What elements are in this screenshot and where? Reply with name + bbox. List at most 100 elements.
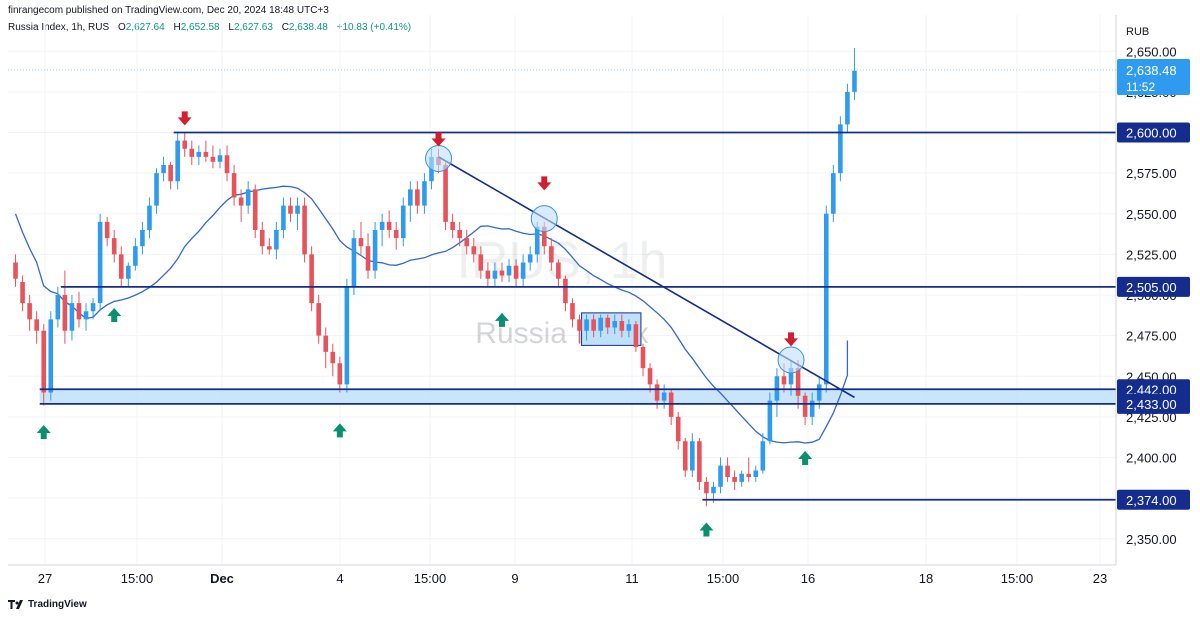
candle: [774, 368, 780, 417]
candle-body: [281, 205, 286, 230]
candle-body: [238, 197, 244, 206]
level-price-tag-text: 2,374.00: [1126, 493, 1177, 508]
candle-body: [816, 384, 822, 401]
candle-body: [302, 205, 307, 255]
candle: [147, 197, 152, 239]
time-tick-label: 11: [625, 571, 639, 586]
level-price-tag: 2,374.00: [1117, 489, 1190, 510]
candle: [464, 230, 470, 255]
symbol-name[interactable]: Russia Index, 1h, RUS: [8, 22, 110, 33]
time-tick-label: 18: [919, 571, 933, 586]
candle: [760, 433, 766, 474]
level-price-tag-text: 2,505.00: [1126, 280, 1177, 295]
candle: [393, 221, 399, 250]
open-label: O: [117, 22, 126, 33]
candle-body: [443, 165, 448, 222]
candle: [478, 246, 484, 279]
candle-body: [133, 246, 138, 266]
candle: [154, 168, 159, 214]
candle-body: [288, 205, 293, 214]
price-tick-label: 2,350.00: [1126, 532, 1177, 547]
time-tick-label: 15:00: [414, 571, 447, 586]
candle: [62, 270, 68, 344]
candle-body: [20, 282, 25, 304]
candle: [704, 477, 709, 507]
candle: [41, 324, 47, 406]
candle: [90, 298, 96, 320]
candle: [697, 438, 702, 490]
buy-arrow-icon: [36, 425, 51, 439]
candle-body: [802, 395, 808, 417]
touch-point-circle: [777, 346, 805, 374]
candle: [295, 197, 300, 230]
candle-body: [612, 321, 618, 328]
candle: [549, 238, 554, 271]
candle-body: [577, 319, 582, 331]
candle-body: [41, 330, 47, 393]
candle: [245, 181, 251, 214]
candle-body: [697, 441, 702, 482]
candle-body: [704, 481, 709, 494]
candle-body: [760, 441, 766, 471]
candle: [189, 140, 195, 165]
tradingview-footer[interactable]: TradingView: [8, 599, 87, 610]
candle: [520, 254, 526, 287]
time-tick-label: 15:00: [1001, 571, 1034, 586]
candle-body: [295, 205, 300, 214]
candle-body: [422, 181, 427, 206]
candle-body: [111, 238, 117, 255]
candle-body: [330, 351, 336, 364]
candle-body: [415, 189, 420, 206]
candle: [111, 230, 117, 263]
candle: [365, 233, 371, 279]
candle: [133, 238, 138, 271]
level-price-tag-bg: [1117, 122, 1190, 143]
candle-body: [732, 477, 737, 482]
candle: [422, 173, 427, 214]
sell-arrow-icon: [537, 176, 552, 191]
time-tick-label: 23: [1093, 571, 1107, 586]
candle: [746, 457, 752, 482]
candle-body: [274, 230, 279, 250]
consolidation-box: [581, 312, 642, 346]
level-price-tag: 2,433.00: [1117, 393, 1190, 414]
candle: [20, 275, 25, 312]
time-tick-label: 9: [511, 571, 518, 586]
candle: [196, 145, 202, 165]
currency-label: RUB: [1126, 26, 1149, 38]
candle-body: [675, 416, 681, 442]
level-price-tag-bg: [1117, 393, 1190, 414]
time-axis[interactable]: 27 15:00 Dec 4 15:00 9 11 15:00 16 18 15:00 23: [38, 571, 1107, 586]
candle: [802, 392, 808, 425]
candle: [415, 181, 420, 214]
candle-body: [189, 148, 195, 157]
buy-arrow-icon: [494, 312, 509, 327]
candle-body: [739, 473, 744, 482]
candle: [527, 246, 533, 271]
candle: [97, 213, 103, 312]
support-zone: [39, 389, 1117, 404]
candle: [358, 221, 364, 255]
candle-body: [823, 213, 829, 385]
candle-body: [725, 465, 730, 477]
candle-body: [34, 319, 39, 331]
candle: [27, 295, 32, 331]
candle-body: [570, 303, 575, 320]
candle: [492, 262, 498, 287]
candle-body: [372, 230, 378, 271]
candle-body: [520, 262, 526, 279]
candle: [633, 321, 639, 352]
candle-body: [605, 317, 611, 328]
price-tick-label: 2,525.00: [1126, 247, 1177, 262]
candle-body: [55, 295, 61, 320]
candle: [450, 213, 455, 239]
candle: [570, 298, 575, 328]
candle-body: [852, 70, 857, 92]
candle: [210, 145, 216, 169]
price-tick-label: 2,575.00: [1126, 166, 1177, 181]
candle-body: [534, 226, 540, 255]
candle: [690, 433, 695, 477]
candle-body: [140, 230, 145, 247]
candle-body: [365, 246, 371, 271]
